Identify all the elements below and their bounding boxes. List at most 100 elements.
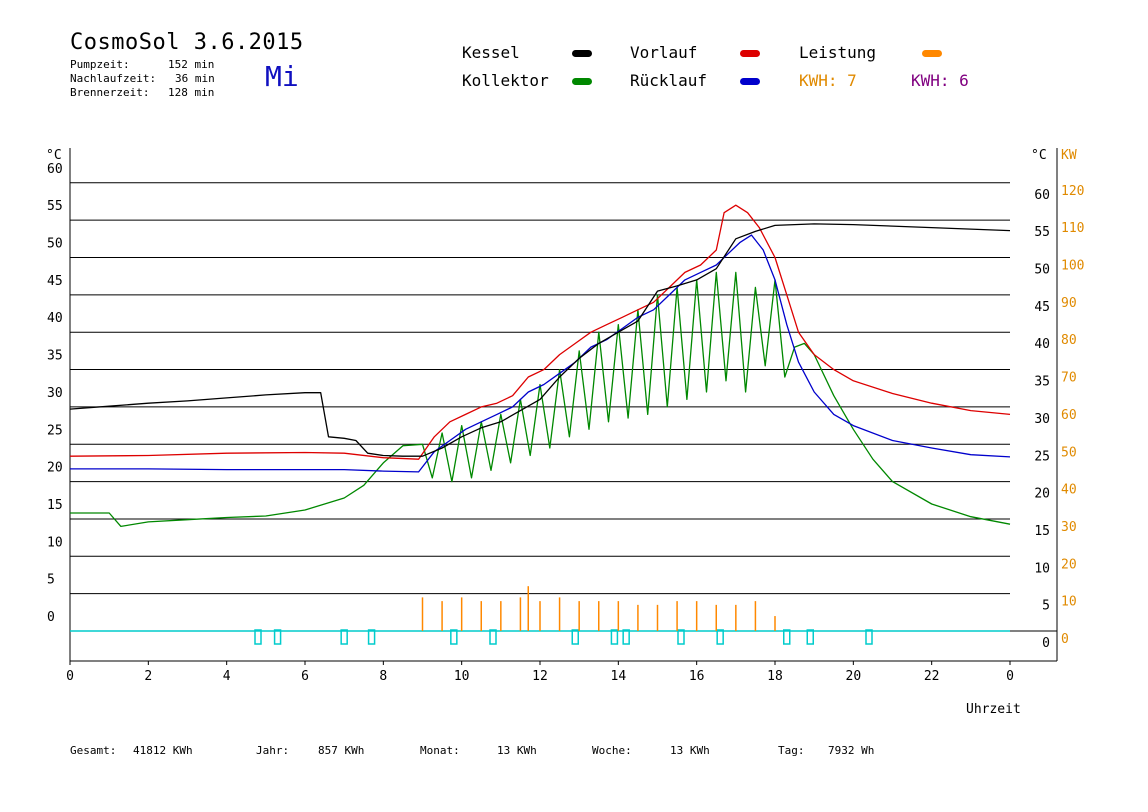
grid-lines xyxy=(70,182,1010,595)
legend-kwh-2: KWH: 6 xyxy=(911,71,969,90)
legend-vorlauf-label: Vorlauf xyxy=(630,43,698,62)
stat-nachlaufzeit-value: 36 min xyxy=(175,72,215,85)
x-tick-label-6: 12 xyxy=(532,669,548,684)
stat-brennerzeit-value: 128 min xyxy=(168,86,215,99)
pump-marker-13 xyxy=(865,629,873,645)
y-tick-kw-100: 100 xyxy=(1061,259,1084,274)
y-tick-right-45: 45 xyxy=(1034,300,1050,315)
footer-jahr-label: Jahr: xyxy=(256,744,290,757)
y-tick-right-40: 40 xyxy=(1034,337,1050,352)
y-tick-left-55: 55 xyxy=(47,199,63,214)
legend-leistung-label: Leistung xyxy=(799,43,877,62)
footer-gesamt-label: Gesamt: xyxy=(70,744,117,757)
y-tick-kw-60: 60 xyxy=(1061,408,1077,423)
x-tick-label-5: 10 xyxy=(454,669,470,684)
stat-brennerzeit-label: Brennerzeit: xyxy=(70,86,150,99)
x-tick-label-7: 14 xyxy=(611,669,627,684)
x-axis-title: Uhrzeit xyxy=(966,702,1021,717)
legend-kessel-label: Kessel xyxy=(462,43,520,62)
x-tick-label-0: 0 xyxy=(66,669,74,684)
y-tick-kw-20: 20 xyxy=(1061,557,1077,572)
legend-kessel-swatch xyxy=(572,50,592,57)
pump-marker-5 xyxy=(489,629,497,645)
chart-frame xyxy=(69,148,1058,662)
x-tick-label-11: 22 xyxy=(924,669,940,684)
y-tick-left-60: 60 xyxy=(47,162,63,177)
legend-kwh-1: KWH: 7 xyxy=(799,71,857,90)
pump-marker-6 xyxy=(571,629,579,645)
footer-monat-label: Monat: xyxy=(420,744,460,757)
legend-ruecklauf-label: Rücklauf xyxy=(630,71,708,90)
y-tick-kw-110: 110 xyxy=(1061,221,1084,236)
x-tick-label-8: 16 xyxy=(689,669,705,684)
y-tick-right-20: 20 xyxy=(1034,487,1050,502)
x-tick-label-9: 18 xyxy=(767,669,783,684)
y-tick-kw-70: 70 xyxy=(1061,371,1077,386)
kw-axis-unit: KW xyxy=(1061,148,1077,163)
series-line-kessel xyxy=(69,223,1011,457)
legend-vorlauf-swatch xyxy=(740,50,760,57)
y-tick-right-0: 0 xyxy=(1042,636,1050,651)
y-tick-right-35: 35 xyxy=(1034,375,1050,390)
x-tick-label-2: 4 xyxy=(223,669,231,684)
pump-marker-8 xyxy=(622,629,630,645)
footer-tag-label: Tag: xyxy=(778,744,805,757)
y-tick-kw-10: 10 xyxy=(1061,595,1077,610)
stat-pumpzeit-value: 152 min xyxy=(168,58,215,71)
y-tick-kw-40: 40 xyxy=(1061,483,1077,498)
y-tick-kw-50: 50 xyxy=(1061,445,1077,460)
pump-marker-7 xyxy=(610,629,619,645)
y-tick-left-20: 20 xyxy=(47,461,63,476)
y-tick-right-55: 55 xyxy=(1034,225,1050,240)
right-axis-unit: °C xyxy=(1031,148,1047,163)
pump-marker-11 xyxy=(783,629,791,645)
footer-woche-label: Woche: xyxy=(592,744,632,757)
series-line-vorlauf xyxy=(69,204,1011,460)
legend-ruecklauf-swatch xyxy=(740,78,760,85)
y-tick-right-30: 30 xyxy=(1034,412,1050,427)
footer-monat-value: 13 KWh xyxy=(497,744,537,757)
pump-marker-12 xyxy=(806,629,814,645)
footer-woche-value: 13 KWh xyxy=(670,744,710,757)
y-tick-left-10: 10 xyxy=(47,535,63,550)
x-tick-label-10: 20 xyxy=(846,669,862,684)
footer-gesamt-value: 41812 KWh xyxy=(133,744,193,757)
y-tick-kw-0: 0 xyxy=(1061,632,1069,647)
weekday-label: Mi xyxy=(265,60,299,93)
x-tick-label-1: 2 xyxy=(144,669,152,684)
stat-nachlaufzeit-label: Nachlaufzeit: xyxy=(70,72,157,85)
stat-pumpzeit-label: Pumpzeit: xyxy=(70,58,130,71)
series-line-ruecklauf xyxy=(70,234,1011,473)
series-line-kollektor xyxy=(70,271,1011,528)
footer-tag-value: 7932 Wh xyxy=(828,744,875,757)
legend-kollektor-label: Kollektor xyxy=(462,71,549,90)
y-tick-kw-120: 120 xyxy=(1061,184,1084,199)
y-tick-left-35: 35 xyxy=(47,349,63,364)
y-tick-right-25: 25 xyxy=(1034,449,1050,464)
x-tick-label-4: 8 xyxy=(379,669,387,684)
y-tick-right-15: 15 xyxy=(1034,524,1050,539)
y-tick-kw-90: 90 xyxy=(1061,296,1077,311)
y-tick-left-25: 25 xyxy=(47,423,63,438)
footer-jahr-value: 857 KWh xyxy=(318,744,365,757)
y-tick-left-45: 45 xyxy=(47,274,63,289)
pump-markers xyxy=(254,629,873,645)
y-tick-left-50: 50 xyxy=(47,237,63,252)
y-tick-left-0: 0 xyxy=(47,610,55,625)
y-tick-left-5: 5 xyxy=(47,573,55,588)
y-tick-left-15: 15 xyxy=(47,498,63,513)
pump-marker-1 xyxy=(273,629,282,645)
left-axis-unit: °C xyxy=(46,148,62,163)
y-tick-right-50: 50 xyxy=(1034,263,1050,278)
x-tick-label-12: 0 xyxy=(1006,669,1014,684)
pump-marker-9 xyxy=(677,629,685,645)
y-tick-right-5: 5 xyxy=(1042,599,1050,614)
y-tick-right-60: 60 xyxy=(1034,188,1050,203)
y-tick-right-10: 10 xyxy=(1034,561,1050,576)
pump-marker-0 xyxy=(254,629,262,645)
y-tick-left-40: 40 xyxy=(47,311,63,326)
pump-marker-4 xyxy=(450,629,458,645)
x-tick-label-3: 6 xyxy=(301,669,309,684)
